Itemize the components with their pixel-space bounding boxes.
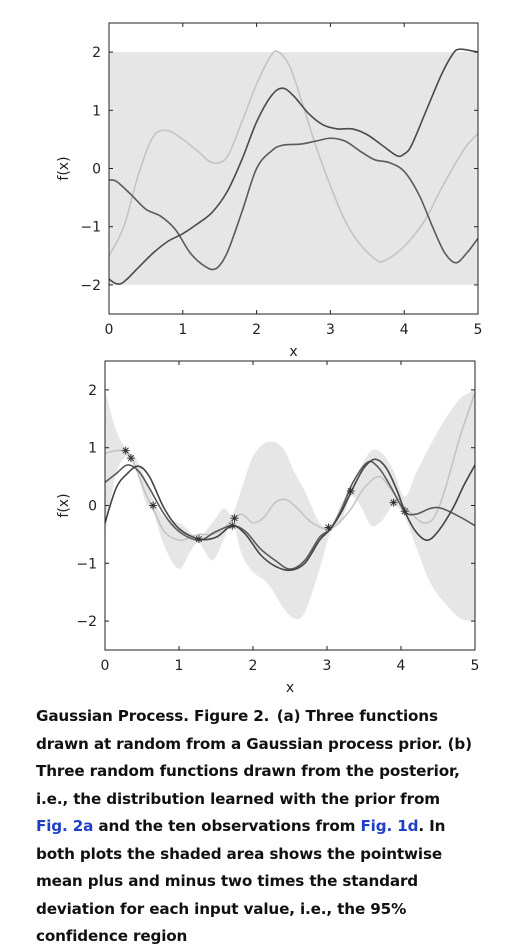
caption-text-3: . In both plots the shaded area shows th… bbox=[36, 817, 446, 945]
y-tick-label: 2 bbox=[88, 383, 97, 399]
y-tick-label: −2 bbox=[80, 278, 101, 294]
y-tick-label: −2 bbox=[76, 614, 97, 630]
confidence-band bbox=[109, 52, 478, 285]
sample-function-line-3 bbox=[104, 458, 476, 572]
y-tick-label: 2 bbox=[92, 45, 101, 61]
observation-marker bbox=[230, 514, 239, 523]
panel-b-plot: 0 1 2 3 4 5 2 1 0 −1 −2 x f(x) bbox=[56, 360, 480, 696]
y-tick-label: 0 bbox=[88, 499, 97, 515]
x-tick-label: 3 bbox=[326, 322, 335, 338]
y-tick-label: −1 bbox=[80, 220, 101, 236]
x-tick-label: 3 bbox=[323, 658, 332, 674]
x-tick-label: 5 bbox=[474, 322, 483, 338]
x-axis-label: x bbox=[289, 344, 297, 360]
x-tick-label: 0 bbox=[101, 658, 110, 674]
y-tick-label: 1 bbox=[88, 441, 97, 457]
figure-1d-link[interactable]: Fig. 1d bbox=[360, 817, 419, 835]
x-tick-label: 1 bbox=[178, 322, 187, 338]
x-tick-label: 2 bbox=[249, 658, 258, 674]
y-axis-label: f(x) bbox=[56, 156, 72, 180]
observation-marker bbox=[194, 535, 203, 544]
x-tick-label: 0 bbox=[105, 322, 114, 338]
sample-function-line-2 bbox=[108, 137, 479, 271]
x-axis-label: x bbox=[286, 680, 294, 696]
x-tick-label: 4 bbox=[400, 322, 409, 338]
observation-marker bbox=[346, 487, 355, 496]
sample-function-line-3 bbox=[108, 48, 479, 285]
x-tick-label: 2 bbox=[252, 322, 261, 338]
observation-marker bbox=[126, 454, 135, 463]
observation-marker bbox=[228, 521, 237, 530]
x-tick-label: 4 bbox=[397, 658, 406, 674]
figure-caption: Gaussian Process. Figure 2. (a) Three fu… bbox=[36, 703, 476, 951]
figure: 0 1 2 3 4 5 2 1 0 −1 −2 x f(x) 0 1 2 3 4 5 2 1 0 −1 −2 x f(x) bbox=[56, 22, 483, 696]
x-tick-label: 1 bbox=[175, 658, 184, 674]
observation-marker bbox=[400, 507, 409, 516]
observation-marker bbox=[389, 498, 398, 507]
caption-text-1: Gaussian Process. Figure 2. (a) Three fu… bbox=[36, 707, 472, 808]
y-axis-label: f(x) bbox=[56, 493, 72, 517]
observation-marker bbox=[149, 501, 158, 510]
observation-marker bbox=[121, 446, 130, 455]
sample-function-line-1 bbox=[104, 392, 476, 542]
y-tick-label: −1 bbox=[76, 556, 97, 572]
confidence-band bbox=[105, 389, 475, 622]
sample-function-line-1 bbox=[108, 49, 479, 263]
x-tick-label: 5 bbox=[471, 658, 480, 674]
sample-function-line-2 bbox=[104, 460, 476, 570]
caption-text-2: and the ten observations from bbox=[93, 817, 361, 835]
panel-a-plot: 0 1 2 3 4 5 2 1 0 −1 −2 x f(x) bbox=[56, 22, 483, 360]
y-tick-label: 0 bbox=[92, 162, 101, 178]
observation-marker bbox=[324, 523, 333, 532]
figure-2a-link[interactable]: Fig. 2a bbox=[36, 817, 94, 835]
y-tick-label: 1 bbox=[92, 103, 101, 119]
